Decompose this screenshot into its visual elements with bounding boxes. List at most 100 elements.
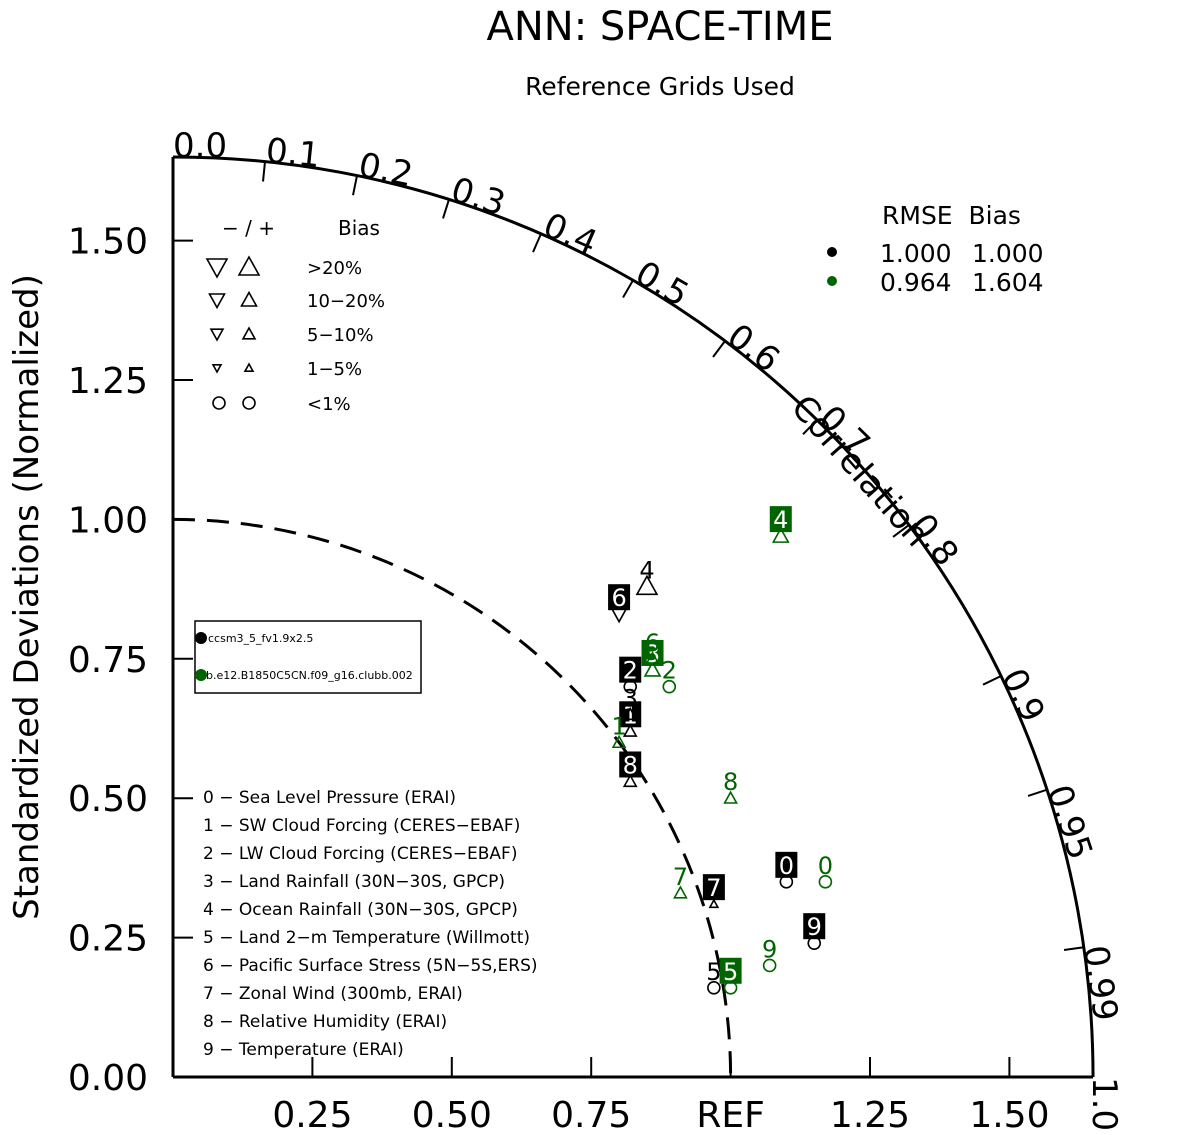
rmse-legend-header: RMSE Bias	[882, 201, 1021, 230]
variable-legend-item: 2 − LW Cloud Forcing (CERES−EBAF)	[203, 844, 517, 864]
rmse-legend-value: 1.000	[972, 239, 1044, 268]
bias-up-triangle-marker	[611, 734, 627, 749]
correlation-tick-label: 0.2	[355, 145, 416, 195]
bias-up-triangle-marker	[237, 255, 261, 276]
y-tick-label: 0.25	[68, 919, 148, 960]
bias-up-triangle-marker	[241, 326, 257, 340]
point-label-box	[608, 584, 631, 611]
variable-legend-item: 0 − Sea Level Pressure (ERAI)	[203, 788, 456, 808]
point-label: 2	[662, 657, 677, 685]
correlation-tick-label: 0.1	[264, 131, 322, 176]
case-legend-label: b.e12.B1850C5CN.f09_g16.clubb.002	[206, 669, 413, 682]
data-point-2: 2	[662, 657, 677, 694]
bias-legend-row: >20%	[307, 258, 362, 279]
data-point-5: 5	[719, 957, 742, 995]
point-label-box	[702, 874, 725, 901]
point-label: 3	[623, 685, 638, 713]
variable-legend: 0 − Sea Level Pressure (ERAI) 1 − SW Clo…	[203, 788, 538, 1060]
bias-down-triangle-marker	[208, 293, 226, 310]
x-tick-label: 1.50	[969, 1095, 1049, 1135]
point-label: 4	[639, 556, 654, 584]
correlation-tick-label: 0.0	[173, 126, 227, 166]
bias-circle-marker	[212, 396, 226, 410]
x-tick-label: 0.50	[412, 1095, 492, 1135]
correlation-tick-label: 1.0	[1084, 1077, 1124, 1131]
rmse-legend-value: 1.604	[972, 268, 1044, 297]
chart-subtitle: Reference Grids Used	[525, 72, 795, 101]
bias-legend-row: 5−10%	[307, 325, 374, 346]
case-legend-dot-black	[195, 632, 207, 644]
correlation-tick	[352, 175, 358, 196]
data-point-7: 7	[702, 874, 725, 909]
data-point-0: 0	[775, 851, 798, 889]
rmse-legend-dot-black	[827, 247, 837, 257]
case-legend-dot-green	[195, 669, 207, 681]
correlation-label: Correlation	[783, 388, 937, 555]
correlation-tick	[1027, 788, 1048, 797]
variable-legend-item: 1 − SW Cloud Forcing (CERES−EBAF)	[203, 816, 520, 836]
correlation-tick-label: 0.6	[720, 316, 787, 380]
data-point-3: 3	[623, 685, 638, 721]
bias-legend-signs: − / +	[222, 216, 275, 240]
data-point-1: 1	[619, 701, 642, 737]
data-point-7: 7	[673, 863, 688, 899]
outer-arc	[172, 155, 1095, 1078]
data-point-8: 8	[723, 768, 738, 804]
y-ticks: 0.00 0.25 0.50 0.75 1.00 1.25 1.50	[68, 222, 193, 1099]
bias-up-triangle-marker	[643, 660, 662, 677]
correlation-tick	[802, 419, 818, 435]
point-label: 7	[706, 874, 721, 902]
x-tick-label: 0.75	[551, 1095, 631, 1135]
data-point-1: 1	[611, 712, 627, 749]
y-tick-label: 1.00	[68, 500, 148, 541]
y-axis-label: Standardized Deviations (Normalized)	[7, 274, 47, 920]
point-label-box	[619, 701, 642, 728]
point-label-box	[619, 751, 642, 778]
variable-legend-item: 4 − Ocean Rainfall (30N−30S, GPCP)	[203, 900, 518, 920]
data-point-9: 9	[803, 913, 826, 950]
bias-up-triangle-marker	[645, 651, 660, 665]
point-label: 6	[611, 584, 626, 612]
point-label: 5	[723, 958, 738, 986]
rmse-legend: RMSE Bias 1.000 1.000 0.964 1.604	[827, 201, 1044, 297]
point-label-box	[803, 913, 826, 940]
variable-legend-item: 5 − Land 2−m Temperature (Willmott)	[203, 928, 530, 948]
point-label-box	[619, 656, 642, 683]
point-label: 6	[645, 629, 660, 657]
bias-up-triangle-marker	[708, 898, 720, 909]
correlation-tick	[622, 279, 634, 299]
correlation-tick-label: 0.4	[537, 205, 603, 263]
point-label: 8	[723, 768, 738, 796]
correlation-tick-label: 0.95	[1038, 780, 1100, 864]
data-point-8: 8	[619, 751, 642, 788]
variable-legend-item: 8 − Relative Humidity (ERAI)	[203, 1012, 447, 1032]
variable-legend-item: 3 − Land Rainfall (30N−30S, GPCP)	[203, 872, 505, 892]
point-label-box	[775, 851, 798, 878]
bias-legend-row: 1−5%	[307, 359, 362, 380]
correlation-tick	[442, 199, 450, 219]
bias-up-triangle-marker	[673, 885, 688, 899]
bias-legend: − / + Bias >20% 10−20% 5−10% 1−5% <1%	[205, 216, 385, 415]
point-label: 1	[623, 701, 638, 729]
variable-legend-item: 6 − Pacific Surface Stress (5N−5S,ERS)	[203, 956, 538, 976]
variable-legend-item: 9 − Temperature (ERAI)	[203, 1040, 404, 1060]
y-tick-label: 0.50	[68, 779, 148, 820]
point-label: 9	[762, 935, 777, 963]
data-point-5: 5	[706, 958, 722, 995]
rmse-legend-value: 1.000	[880, 239, 952, 268]
correlation-tick	[262, 161, 266, 182]
bias-legend-title: Bias	[338, 216, 380, 240]
case-legend-label: ccsm3_5_fv1.9x2.5	[208, 632, 313, 645]
y-tick-label: 0.75	[68, 640, 148, 681]
bias-up-triangle-marker	[243, 362, 255, 373]
bias-legend-row: 10−20%	[307, 291, 385, 312]
point-label: 9	[807, 913, 822, 941]
bias-circle-marker	[662, 679, 677, 694]
data-point-4: 4	[769, 506, 792, 543]
y-tick-label: 1.50	[68, 222, 148, 263]
bias-up-triangle-marker	[240, 290, 258, 307]
point-label: 5	[706, 958, 721, 986]
bias-up-triangle-marker	[771, 526, 790, 543]
correlation-tick	[712, 340, 726, 358]
x-tick-label: REF	[696, 1095, 764, 1135]
